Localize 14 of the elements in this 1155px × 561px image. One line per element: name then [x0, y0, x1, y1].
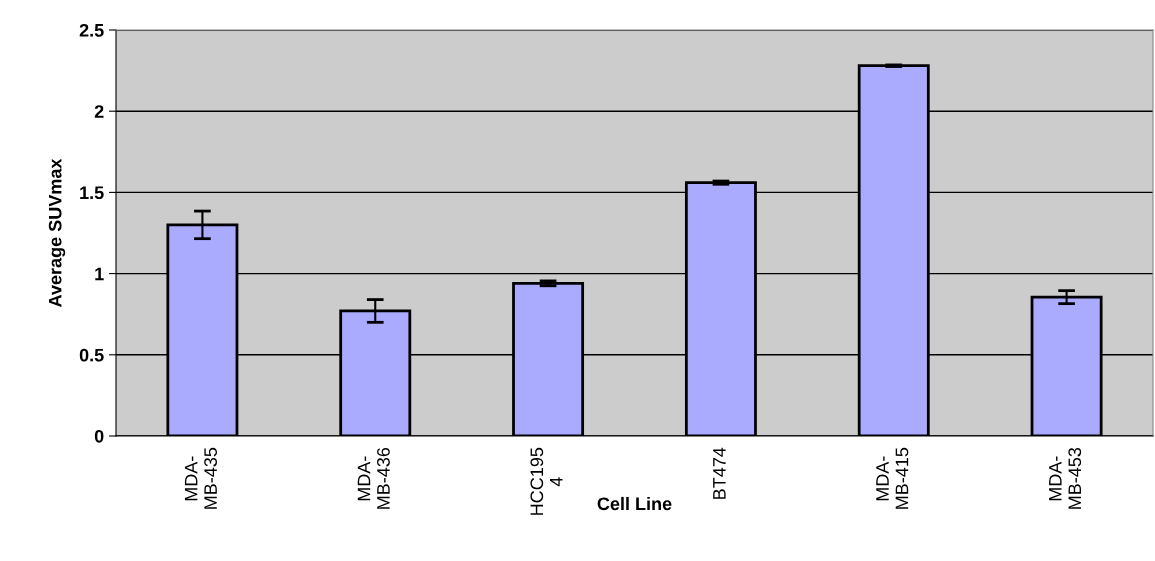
y-tick-label: 2	[94, 105, 104, 118]
x-tick-label: MDA- MB-436	[357, 447, 390, 509]
y-axis-title: Average SUVmax	[48, 158, 66, 307]
y-tick-label: 1.5	[80, 186, 104, 200]
y-tick-label: 1	[95, 267, 104, 281]
y-tick-label: 0.5	[79, 348, 104, 362]
x-tick-label: HCC195 4	[530, 447, 563, 515]
y-tick-label: 2.5	[79, 23, 104, 37]
x-tick-label: BT474	[713, 447, 726, 499]
x-tick-label: MDA- MB-415	[876, 447, 909, 509]
x-tick-label: MDA- MB-435	[184, 447, 217, 509]
y-tick-label: 0	[94, 429, 104, 443]
x-axis-title: Cell Line	[597, 496, 672, 511]
x-tick-label: MDA- MB-453	[1049, 447, 1082, 509]
